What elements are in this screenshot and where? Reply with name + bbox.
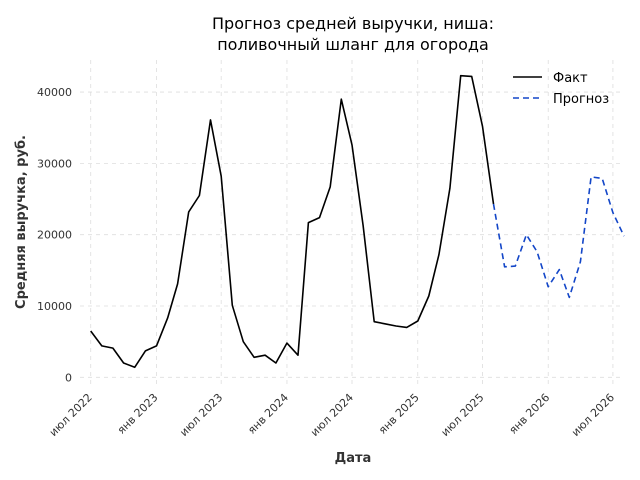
chart-title-line2: поливочный шланг для огорода — [217, 35, 489, 54]
chart-title-line1: Прогноз средней выручки, ниша: — [212, 14, 494, 33]
x-tick-label: июл 2026 — [569, 391, 617, 439]
x-tick-label: янв 2026 — [507, 391, 553, 437]
x-tick-label: янв 2025 — [376, 391, 422, 437]
x-tick-label: янв 2023 — [115, 391, 161, 437]
series-lines — [90, 74, 625, 369]
y-tick-label: 30000 — [37, 157, 72, 170]
x-tick-label: июл 2022 — [47, 391, 95, 439]
y-tick-label: 40000 — [37, 86, 72, 99]
grid — [80, 60, 624, 388]
y-tick-label: 10000 — [37, 300, 72, 313]
series-line-forecast — [492, 176, 625, 299]
x-tick-label: июл 2023 — [177, 391, 225, 439]
y-tick-label: 0 — [65, 371, 72, 384]
legend-label-forecast: Прогноз — [553, 92, 609, 107]
x-tick-label: июл 2024 — [308, 391, 356, 439]
y-tick-label: 20000 — [37, 229, 72, 242]
legend-label-fact: Факт — [553, 71, 588, 86]
x-axis-label: Дата — [335, 451, 372, 466]
x-tick-label: июл 2025 — [439, 391, 487, 439]
tick-labels: 0 10000 20000 30000 40000 июл 2022 янв 2023 июл… — [37, 86, 617, 439]
legend: Факт Прогноз — [513, 71, 609, 107]
series-line-fact — [90, 74, 495, 369]
y-axis-label: Средняя выручка, руб. — [14, 135, 29, 309]
x-tick-label: янв 2024 — [245, 391, 291, 437]
